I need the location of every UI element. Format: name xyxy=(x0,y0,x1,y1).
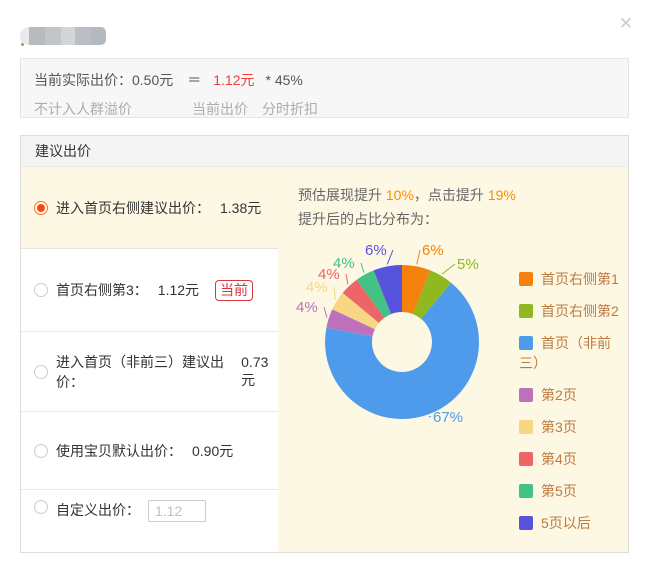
legend-label: 第4页 xyxy=(541,451,577,467)
slice-percent-label: 6% xyxy=(422,242,444,259)
time-discount-caption: 分时折扣 xyxy=(262,101,318,117)
no-crowd-premium-caption: 不计入人群溢价 xyxy=(34,101,132,117)
chart-legend: 首页右侧第1 首页右侧第2 首页（非前三） 第2页第3页第4页第5页 5页以后 xyxy=(519,269,631,545)
suggested-bid-panel: 建议出价 进入首页右侧建议出价： 1.38元 首页右侧第3： 1.12元 当前 … xyxy=(20,135,629,553)
donut-slice[interactable] xyxy=(325,282,480,420)
legend-swatch-icon xyxy=(519,516,533,530)
option-item-default-bid[interactable]: 使用宝贝默认出价： 0.90元 xyxy=(21,412,278,490)
close-icon[interactable]: ✕ xyxy=(618,14,633,33)
equals-sign: ＝ xyxy=(187,72,202,88)
option-label: 进入首页右侧建议出价： xyxy=(56,199,210,216)
legend-swatch-icon xyxy=(519,484,533,498)
estimate-line2: 提升后的占比分布为： xyxy=(298,211,438,227)
donut-chart: 6%5%67%4%4%4%4%6% xyxy=(296,242,480,426)
current-badge: 当前 xyxy=(215,279,254,301)
slice-leader-line xyxy=(416,249,421,265)
censored-title xyxy=(20,27,106,45)
radio-icon[interactable] xyxy=(34,443,48,458)
slice-percent-label: 5% xyxy=(457,256,479,273)
option-label: 自定义出价： xyxy=(56,502,140,518)
legend-swatch-icon xyxy=(519,388,533,402)
legend-label: 第3页 xyxy=(541,419,577,435)
legend-item[interactable]: 第5页 xyxy=(519,481,631,501)
bid-formula: 当前实际出价：0.50元 ＝ 1.12元 * 45% xyxy=(34,70,628,90)
discount-multiplier: * 45% xyxy=(265,72,303,88)
options-column: 首页右侧第3： 1.12元 当前 进入首页（非前三）建议出价： 0.73元 使用… xyxy=(21,248,278,552)
slice-percent-label: 4% xyxy=(296,299,318,316)
slice-percent-label: 67% xyxy=(433,409,463,426)
option-value: 0.73元 xyxy=(241,353,269,388)
option-homepage-right-3rd[interactable]: 首页右侧第3： 1.12元 当前 xyxy=(21,249,278,332)
option-homepage-right-suggested[interactable]: 进入首页右侧建议出价： 1.38元 xyxy=(21,167,278,248)
click-lift-value: 19% xyxy=(487,187,516,203)
donut-slice[interactable] xyxy=(326,309,375,337)
legend-swatch-icon xyxy=(519,452,533,466)
actual-bid-label: 当前实际出价：0.50元 xyxy=(34,72,174,88)
donut-slice[interactable] xyxy=(402,265,431,315)
legend-item[interactable]: 5页以后 xyxy=(519,513,631,533)
radio-icon[interactable] xyxy=(34,500,48,514)
slice-leader-line xyxy=(441,263,456,275)
current-bid-caption: 当前出价 xyxy=(192,101,248,117)
panel-title: 建议出价 xyxy=(21,136,628,167)
slice-leader-line xyxy=(323,306,328,318)
panel-body: 进入首页右侧建议出价： 1.38元 首页右侧第3： 1.12元 当前 进入首页（… xyxy=(21,167,628,552)
donut-slice[interactable] xyxy=(373,265,402,315)
estimate-prefix: 预估展现提升 xyxy=(298,187,386,203)
radio-icon[interactable] xyxy=(34,283,48,297)
censor-dot xyxy=(21,43,24,46)
option-value: 1.38元 xyxy=(220,199,262,216)
radio-icon[interactable] xyxy=(34,364,48,379)
legend-label: 第5页 xyxy=(541,483,577,499)
legend-swatch-icon xyxy=(519,304,533,318)
radio-selected-icon[interactable] xyxy=(34,200,48,215)
legend-label: 首页右侧第2 xyxy=(541,303,619,319)
slice-leader-line xyxy=(333,286,336,300)
legend-swatch-icon xyxy=(519,336,533,350)
slice-leader-line xyxy=(386,249,394,265)
legend-item[interactable]: 首页右侧第2 xyxy=(519,301,631,321)
slice-leader-line xyxy=(360,262,365,273)
donut-slice[interactable] xyxy=(413,270,452,319)
option-value: 0.90元 xyxy=(192,442,234,459)
legend-item[interactable]: 首页（非前三） xyxy=(519,333,631,373)
custom-bid-input[interactable] xyxy=(148,500,206,522)
option-homepage-not-top3[interactable]: 进入首页（非前三）建议出价： 0.73元 xyxy=(21,332,278,412)
option-label: 使用宝贝默认出价： xyxy=(56,442,182,459)
slice-leader-line xyxy=(345,273,349,285)
impression-lift-value: 10% xyxy=(385,187,414,203)
estimate-middle: ，点击提升 xyxy=(413,187,488,203)
legend-item[interactable]: 首页右侧第1 xyxy=(519,269,631,289)
legend-label: 首页（非前三） xyxy=(519,335,611,371)
legend-item[interactable]: 第4页 xyxy=(519,449,631,469)
legend-swatch-icon xyxy=(519,420,533,434)
donut-slice[interactable] xyxy=(342,279,385,323)
current-bid-notice: 当前实际出价：0.50元 ＝ 1.12元 * 45% 不计入人群溢价 当前出价 分时折扣 xyxy=(20,58,629,118)
slice-percent-label: 6% xyxy=(365,242,387,259)
slice-percent-label: 4% xyxy=(318,266,340,283)
legend-label: 第2页 xyxy=(541,387,577,403)
estimate-text: 预估展现提升 10%，点击提升 19% 提升后的占比分布为： xyxy=(298,183,516,231)
legend-swatch-icon xyxy=(519,272,533,286)
donut-slice[interactable] xyxy=(356,270,391,318)
legend-label: 首页右侧第1 xyxy=(541,271,619,287)
option-label: 首页右侧第3： xyxy=(56,282,148,298)
distribution-area: 预估展现提升 10%，点击提升 19% 提升后的占比分布为： 6% 5% 67% 4%… xyxy=(278,167,628,552)
donut-slice[interactable] xyxy=(332,292,379,330)
legend-label: 5页以后 xyxy=(541,515,591,531)
option-label: 进入首页（非前三）建议出价： xyxy=(56,353,224,390)
bid-formula-captions: 不计入人群溢价 当前出价 分时折扣 xyxy=(34,99,628,119)
slice-percent-label: 4% xyxy=(333,255,355,272)
current-bid-value: 1.12元 xyxy=(213,72,255,88)
option-custom-bid[interactable]: 自定义出价： xyxy=(21,490,278,552)
option-value: 1.12元 xyxy=(157,282,200,298)
legend-item[interactable]: 第2页 xyxy=(519,385,631,405)
slice-leader-line xyxy=(428,415,432,418)
slice-percent-label: 4% xyxy=(306,279,328,296)
legend-item[interactable]: 第3页 xyxy=(519,417,631,437)
